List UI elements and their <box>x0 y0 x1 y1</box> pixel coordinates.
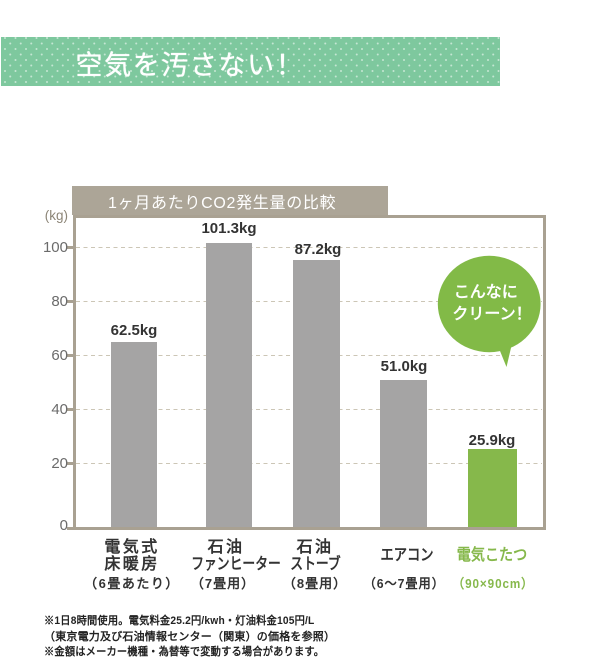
svg-text:クリーン！: クリーン！ <box>452 305 531 323</box>
svg-text:こんなに: こんなに <box>454 283 518 301</box>
